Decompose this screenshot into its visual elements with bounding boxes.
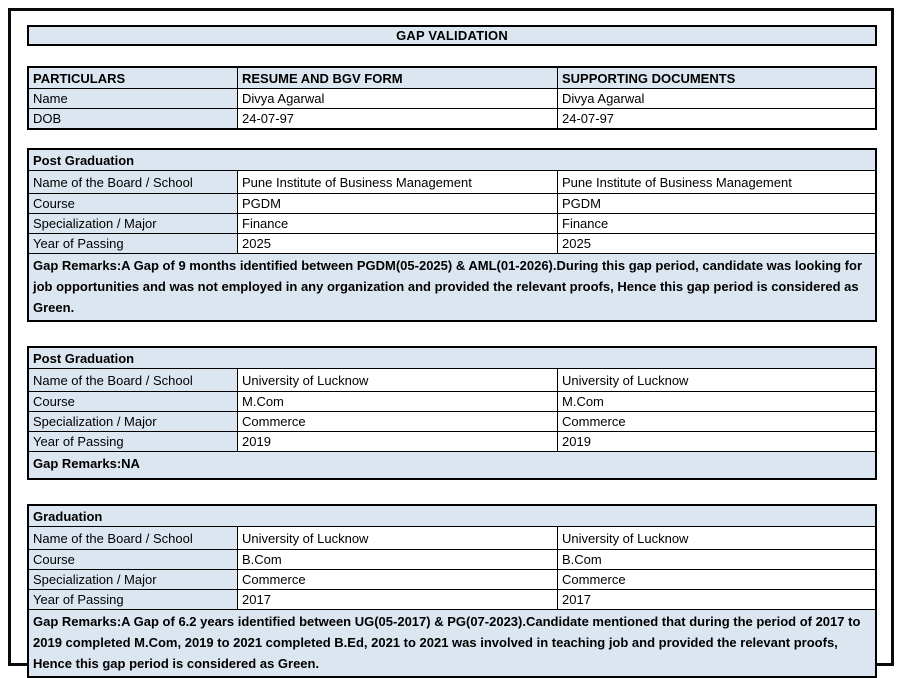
table-row: Year of Passing 2025 2025 (29, 234, 875, 254)
row-value-resume: Finance (238, 214, 558, 233)
row-value-supporting: B.Com (562, 552, 602, 567)
table-header-row: PARTICULARS RESUME AND BGV FORM SUPPORTI… (29, 68, 875, 89)
row-value-resume: University of Lucknow (238, 369, 558, 391)
gap-remarks: Gap Remarks:A Gap of 6.2 years identifie… (29, 610, 875, 676)
row-label: Name of the Board / School (29, 171, 238, 193)
row-value-supporting: 24-07-97 (562, 111, 615, 126)
row-value-resume: 24-07-97 (238, 109, 558, 128)
gap-remarks: Gap Remarks:A Gap of 9 months identified… (29, 254, 875, 320)
section-rows: Name of the Board / School Pune Institut… (29, 171, 875, 254)
row-value-supporting: M.Com (562, 394, 604, 409)
row-label: DOB (29, 109, 238, 128)
row-value-resume: Divya Agarwal (238, 89, 558, 108)
row-label: Name of the Board / School (29, 369, 238, 391)
table-row: DOB 24-07-97 24-07-97 (29, 109, 875, 128)
table-row: Name of the Board / School University of… (29, 369, 875, 392)
row-value-resume: University of Lucknow (238, 527, 558, 549)
row-label: Year of Passing (29, 590, 238, 609)
education-section: Post Graduation Name of the Board / Scho… (27, 346, 877, 480)
personal-details-table: PARTICULARS RESUME AND BGV FORM SUPPORTI… (27, 66, 877, 130)
education-sections: Post Graduation Name of the Board / Scho… (27, 148, 877, 678)
table-row: Specialization / Major Finance Finance (29, 214, 875, 234)
personal-rows: Name Divya Agarwal Divya Agarwal DOB 24-… (29, 89, 875, 128)
row-value-supporting: 2025 (562, 236, 591, 251)
gap-remarks: Gap Remarks:NA (29, 452, 875, 478)
row-value-supporting: 2019 (562, 434, 591, 449)
row-label: Year of Passing (29, 234, 238, 253)
row-value-supporting: Divya Agarwal (562, 91, 645, 106)
table-row: Course B.Com B.Com (29, 550, 875, 570)
row-value-resume: M.Com (238, 392, 558, 411)
section-title: Post Graduation (29, 150, 875, 171)
document-title-bar: GAP VALIDATION (27, 25, 877, 46)
document-content: GAP VALIDATION PARTICULARS RESUME AND BG… (27, 25, 877, 678)
row-value-supporting: University of Lucknow (562, 372, 689, 388)
row-value-resume: 2025 (238, 234, 558, 253)
row-label: Name of the Board / School (29, 527, 238, 549)
row-value-resume: B.Com (238, 550, 558, 569)
row-value-supporting: Commerce (562, 414, 626, 429)
document-title: GAP VALIDATION (396, 28, 508, 43)
row-label: Course (29, 392, 238, 411)
table-row: Course PGDM PGDM (29, 194, 875, 214)
row-label: Specialization / Major (29, 214, 238, 233)
row-label: Specialization / Major (29, 570, 238, 589)
table-row: Specialization / Major Commerce Commerce (29, 570, 875, 590)
row-value-supporting: Finance (562, 216, 609, 231)
row-value-resume: 2017 (238, 590, 558, 609)
table-row: Name Divya Agarwal Divya Agarwal (29, 89, 875, 109)
row-label: Course (29, 550, 238, 569)
row-value-supporting: 2017 (562, 592, 591, 607)
row-value-resume: PGDM (238, 194, 558, 213)
education-section: Graduation Name of the Board / School Un… (27, 504, 877, 678)
row-value-supporting: Commerce (562, 572, 626, 587)
column-header-supporting-documents: SUPPORTING DOCUMENTS (558, 68, 875, 88)
table-row: Course M.Com M.Com (29, 392, 875, 412)
column-header-resume-bgv: RESUME AND BGV FORM (238, 68, 558, 88)
table-row: Name of the Board / School University of… (29, 527, 875, 550)
table-row: Year of Passing 2017 2017 (29, 590, 875, 610)
row-value-resume: 2019 (238, 432, 558, 451)
row-value-resume: Pune Institute of Business Management (238, 171, 558, 193)
table-row: Year of Passing 2019 2019 (29, 432, 875, 452)
row-value-supporting: University of Lucknow (562, 530, 689, 546)
education-section: Post Graduation Name of the Board / Scho… (27, 148, 877, 322)
row-label: Course (29, 194, 238, 213)
row-label: Year of Passing (29, 432, 238, 451)
column-header-particulars: PARTICULARS (29, 68, 238, 88)
row-label: Name (29, 89, 238, 108)
table-row: Name of the Board / School Pune Institut… (29, 171, 875, 194)
section-rows: Name of the Board / School University of… (29, 527, 875, 610)
row-label: Specialization / Major (29, 412, 238, 431)
row-value-supporting: Pune Institute of Business Management (562, 174, 792, 190)
row-value-resume: Commerce (238, 570, 558, 589)
table-row: Specialization / Major Commerce Commerce (29, 412, 875, 432)
row-value-resume: Commerce (238, 412, 558, 431)
section-rows: Name of the Board / School University of… (29, 369, 875, 452)
section-title: Post Graduation (29, 348, 875, 369)
section-title: Graduation (29, 506, 875, 527)
row-value-supporting: PGDM (562, 196, 601, 211)
